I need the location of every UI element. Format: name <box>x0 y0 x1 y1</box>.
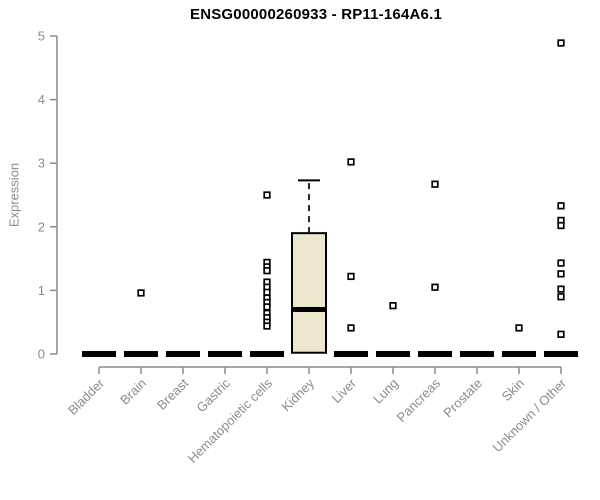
outlier-point <box>557 330 565 338</box>
collapsed-box <box>82 351 116 357</box>
collapsed-box <box>208 351 242 357</box>
outlier-point <box>347 158 355 166</box>
outlier-point <box>557 293 565 301</box>
collapsed-box <box>334 351 368 357</box>
outlier-point <box>263 322 271 330</box>
outlier-point <box>557 221 565 230</box>
collapsed-box <box>502 351 536 357</box>
outlier-point <box>263 191 271 199</box>
x-tick-label: Kidney <box>278 375 317 414</box>
y-tick-label: 1 <box>38 283 45 298</box>
collapsed-box <box>418 351 452 357</box>
x-tick-label: Pancreas <box>394 375 444 425</box>
x-tick-label: Breast <box>154 375 191 412</box>
outlier-point <box>389 302 397 310</box>
y-tick-label: 4 <box>38 92 45 107</box>
chart-title: ENSG00000260933 - RP11-164A6.1 <box>189 6 442 23</box>
outlier-point <box>431 283 439 291</box>
x-tick-label: Gastric <box>193 375 233 415</box>
x-tick-label: Prostate <box>440 376 485 421</box>
outlier-point <box>557 270 565 278</box>
x-tick-label: Lung <box>370 376 401 407</box>
x-tick-label: Unknown / Other <box>490 375 570 455</box>
median-line <box>292 306 326 312</box>
outlier-point <box>263 288 271 296</box>
collapsed-box <box>166 351 200 357</box>
outlier-point <box>557 259 565 267</box>
outlier-point <box>557 39 565 47</box>
outlier-point <box>263 267 271 275</box>
y-tick-label: 5 <box>38 29 45 44</box>
y-tick-label: 3 <box>38 156 45 171</box>
y-tick-label: 0 <box>38 347 45 362</box>
collapsed-box <box>376 351 410 357</box>
x-tick-label: Skin <box>499 376 527 404</box>
outlier-point <box>431 180 439 188</box>
outlier-point <box>347 272 355 281</box>
outlier-point <box>557 285 565 293</box>
x-tick-label: Bladder <box>65 375 108 418</box>
outlier-point <box>137 289 145 297</box>
collapsed-box <box>460 351 494 357</box>
x-tick-label: Brain <box>117 376 149 408</box>
box <box>291 232 327 354</box>
collapsed-box <box>124 351 158 357</box>
outlier-point <box>347 324 355 332</box>
outlier-point <box>263 303 271 311</box>
collapsed-box <box>250 351 284 357</box>
y-tick-label: 2 <box>38 219 45 234</box>
outlier-point <box>515 324 523 332</box>
x-tick-label: Liver <box>329 375 360 406</box>
collapsed-box <box>544 351 578 357</box>
outlier-point <box>557 202 565 210</box>
